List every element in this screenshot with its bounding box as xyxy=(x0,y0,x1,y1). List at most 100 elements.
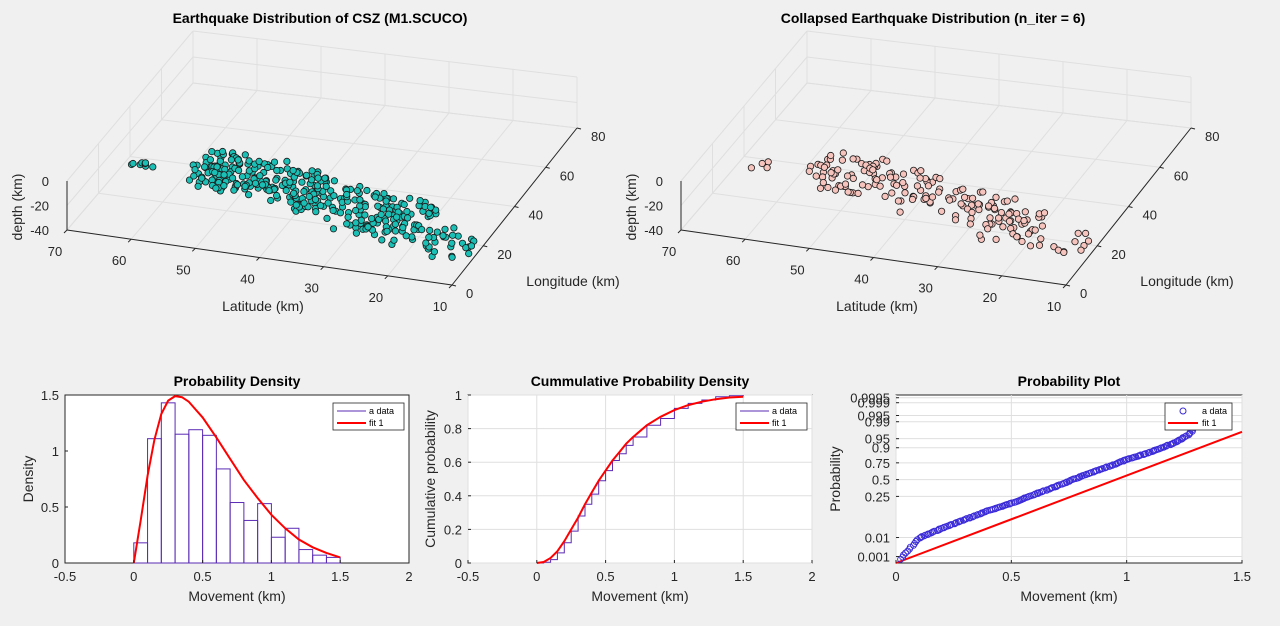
earthquake-point xyxy=(1024,230,1033,238)
earthquake-point xyxy=(831,186,840,194)
scatter-points xyxy=(747,149,1093,256)
earthquake-point xyxy=(251,179,260,187)
legend-box xyxy=(1164,402,1233,431)
earthquake-point xyxy=(198,174,206,182)
earthquake-point xyxy=(1026,242,1035,250)
earthquake-point xyxy=(922,194,930,202)
earthquake-point xyxy=(220,182,228,190)
earthquake-point xyxy=(256,172,264,180)
legend-marker-data xyxy=(1179,407,1187,415)
x-tick-label: 0 xyxy=(892,569,899,584)
z-axis-label: depth (km) xyxy=(9,174,25,241)
earthquake-point xyxy=(1013,233,1021,241)
earthquake-point xyxy=(290,189,298,197)
probability-point xyxy=(966,514,974,521)
earthquake-point xyxy=(208,148,216,156)
earthquake-point xyxy=(194,182,202,190)
earthquake-point xyxy=(201,163,209,171)
earthquake-point xyxy=(984,202,993,210)
probability-point xyxy=(948,520,955,528)
y-tick-mark xyxy=(1065,284,1071,287)
earthquake-point xyxy=(234,156,242,164)
earthquake-point xyxy=(400,200,408,209)
z-tick-label: -20 xyxy=(30,199,49,214)
y-axis-label: Longitude (km) xyxy=(1140,273,1233,289)
earthquake-point xyxy=(945,196,954,204)
earthquake-point xyxy=(448,239,456,247)
earthquake-point xyxy=(391,227,400,235)
earthquake-point xyxy=(245,157,253,165)
x-tick-label: 60 xyxy=(726,253,740,268)
fit-line-segment xyxy=(895,430,1243,564)
y-tick-label: 0.8 xyxy=(444,422,462,437)
x-tick-label: 20 xyxy=(369,290,383,305)
cumulative-probability-panel: Cummulative Probability Density -0.5 0 0.5… xyxy=(422,373,816,604)
axis-ticks: -0.5 0 0.5 1 1.5 200.20.40.60.81 xyxy=(444,388,816,584)
z-tick-label: -20 xyxy=(644,199,663,214)
earthquake-point xyxy=(272,176,280,184)
y-axis-label: Density xyxy=(20,456,36,503)
x-tick-label: 20 xyxy=(983,290,997,305)
probability-point xyxy=(1181,433,1189,441)
earthquake-point xyxy=(816,184,825,192)
earthquake-point xyxy=(999,223,1007,231)
earthquake-point xyxy=(364,223,372,231)
earthquake-point xyxy=(305,192,313,201)
earthquake-point xyxy=(1082,229,1090,237)
scatter-points xyxy=(127,147,478,261)
earthquake-point xyxy=(1077,246,1085,254)
earthquake-point xyxy=(229,174,237,182)
x-tick-label: 0 xyxy=(533,569,540,584)
earthquake-point xyxy=(1060,248,1068,256)
legend-label-fit: fit 1 xyxy=(369,418,384,428)
y-tick-label: 40 xyxy=(1143,208,1157,223)
y-tick-label: 0.95 xyxy=(865,432,890,447)
earthquake-point xyxy=(141,159,150,167)
earthquake-point xyxy=(1020,217,1028,225)
earthquake-point xyxy=(324,199,332,207)
earthquake-point xyxy=(892,181,901,189)
earthquake-point xyxy=(149,163,157,171)
y-tick-label: 40 xyxy=(529,208,543,223)
x-tick-label: 0 xyxy=(130,569,137,584)
earthquake-point xyxy=(764,158,772,166)
x-tick-label: 70 xyxy=(48,244,62,259)
probability-point xyxy=(957,517,965,525)
probability-point xyxy=(963,515,971,523)
earthquake-point xyxy=(292,201,300,209)
earthquake-point xyxy=(888,189,896,197)
earthquake-point xyxy=(374,202,382,210)
earthquake-point xyxy=(343,220,351,228)
y-tick-label: 0 xyxy=(466,286,473,301)
y-tick-label: 0.995 xyxy=(857,409,890,424)
x-tick-label: 0.5 xyxy=(194,569,212,584)
earthquake-point xyxy=(812,172,820,180)
x-tick-mark xyxy=(741,238,746,243)
x-axis-label: Latitude (km) xyxy=(222,298,304,314)
y-tick-label: 0.999 xyxy=(857,396,890,411)
axis-ticks: 70 60 50 40 30 20 10 0 20 40 60 80 0 -20 -40 xyxy=(30,127,605,314)
x-tick-label: 50 xyxy=(790,262,804,277)
earthquake-point xyxy=(311,195,320,203)
y-tick-label: 1 xyxy=(455,388,462,403)
floor-grid-line xyxy=(743,156,1129,207)
grid-lines xyxy=(467,394,813,564)
probability-point xyxy=(910,541,917,549)
y-tick-mark xyxy=(483,245,488,248)
earthquake-point xyxy=(313,182,322,190)
probability-point xyxy=(1137,451,1145,459)
earthquake-point xyxy=(827,169,835,177)
y-tick-label: 1 xyxy=(52,444,59,459)
x-tick-mark xyxy=(320,266,325,271)
earthquake-point xyxy=(378,236,386,244)
probability-point xyxy=(962,515,970,523)
earthquake-point xyxy=(322,182,330,190)
earthquake-point xyxy=(336,209,345,217)
x-tick-label: 0.5 xyxy=(597,569,615,584)
earthquake-point xyxy=(747,164,756,172)
probability-point xyxy=(900,551,907,559)
earthquake-point xyxy=(433,228,441,236)
earthquake-point xyxy=(191,166,199,174)
earthquake-point xyxy=(928,193,937,201)
x-tick-label: -0.5 xyxy=(457,569,479,584)
